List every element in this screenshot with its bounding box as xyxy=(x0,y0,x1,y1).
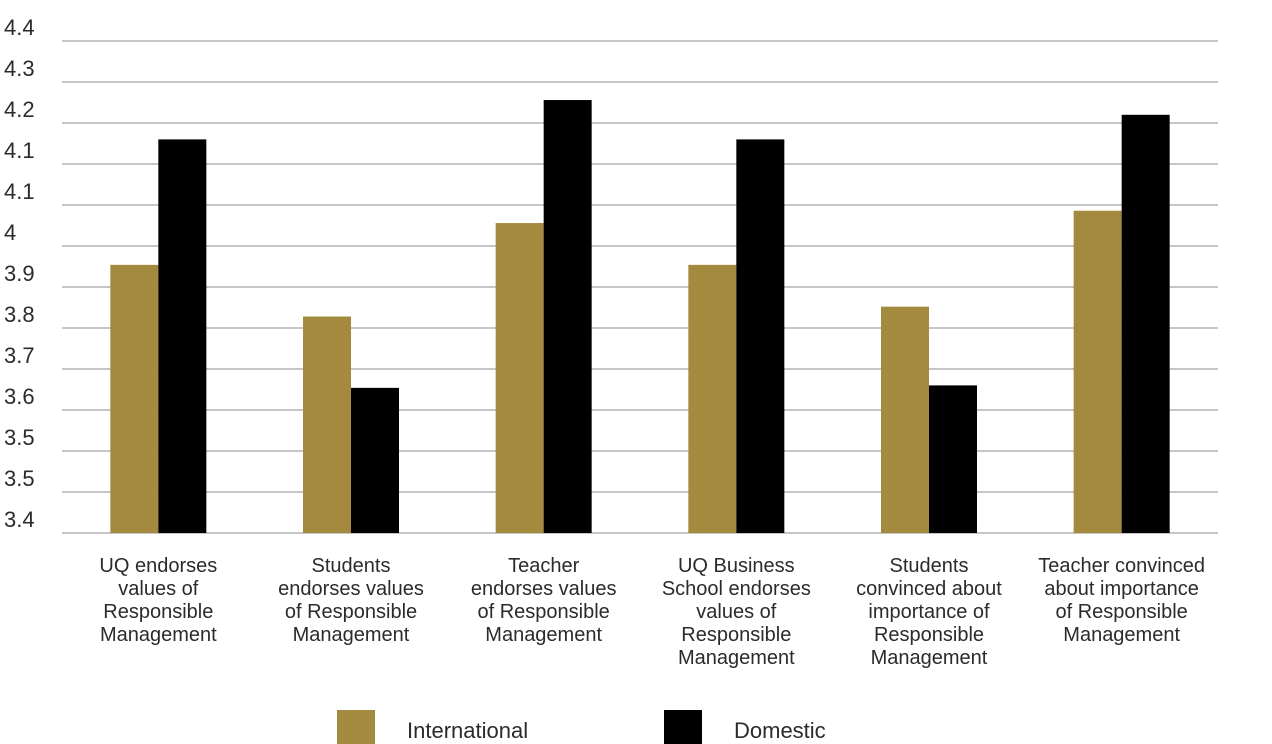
category-label-line: Students xyxy=(312,555,391,577)
y-tick-label: 3.7 xyxy=(4,343,35,368)
category-label-line: Teacher xyxy=(508,555,579,577)
category-label-line: UQ endorses xyxy=(99,555,217,577)
y-tick-label: 3.5 xyxy=(4,425,35,450)
legend-label-international: International xyxy=(407,718,528,743)
category-label-line: endorses values xyxy=(278,578,424,600)
bar-domestic-1 xyxy=(158,139,207,533)
bar-international-1 xyxy=(110,264,159,533)
y-axis-tick-labels: 3.4 3.5 3.5 3.6 3.7 3.8 3.9 4 4.1 4.1 4.2 4.3 4.4 xyxy=(4,15,35,532)
y-tick-label: 3.8 xyxy=(4,302,35,327)
bars xyxy=(110,100,1170,534)
y-tick-label: 4.1 xyxy=(4,138,35,163)
bar-domestic-2 xyxy=(351,387,399,533)
category-label-line: of Responsible xyxy=(285,601,417,623)
category-label: UQ endorses values of Responsible Managemen… xyxy=(99,555,217,646)
legend-label-domestic: Domestic xyxy=(734,718,826,743)
category-label-line: Responsible xyxy=(874,624,984,646)
category-label-line: values of xyxy=(696,601,776,623)
y-tick-label: 3.6 xyxy=(4,384,35,409)
category-label-line: Management xyxy=(1063,624,1180,646)
category-label-line: Students xyxy=(890,555,969,577)
category-label: UQ Business School endorses values of Respo… xyxy=(662,555,811,669)
category-label-line: Management xyxy=(485,624,602,646)
bar-domestic-4 xyxy=(736,139,785,533)
y-tick-label: 3.9 xyxy=(4,261,35,286)
category-label-line: about importance xyxy=(1044,578,1199,600)
category-label: Teacher convinced about importance of Resp… xyxy=(1038,555,1205,646)
y-tick-label: 3.5 xyxy=(4,466,35,491)
category-label-line: Teacher convinced xyxy=(1038,555,1205,577)
category-label: Students convinced about importance of Resp… xyxy=(856,555,1002,669)
bar-international-3 xyxy=(495,223,544,534)
bar-domestic-3 xyxy=(543,100,592,533)
y-tick-label: 4.4 xyxy=(4,15,35,40)
bar-domestic-6 xyxy=(1121,114,1170,534)
y-tick-label: 4.1 xyxy=(4,179,35,204)
category-label-line: endorses values xyxy=(471,578,617,600)
category-label-line: convinced about xyxy=(856,578,1002,600)
category-label-line: importance of xyxy=(868,601,990,623)
bar-international-2 xyxy=(303,316,351,533)
category-label-line: Responsible xyxy=(103,601,213,623)
legend-swatch-domestic xyxy=(664,710,702,744)
category-label: Teacher endorses values of Responsible Mana… xyxy=(471,555,617,646)
category-labels: UQ endorses values of Responsible Managemen… xyxy=(99,555,1205,669)
category-label-line: Management xyxy=(100,624,217,646)
bar-international-6 xyxy=(1073,210,1122,534)
category-label-line: Management xyxy=(871,647,988,669)
bar-domestic-5 xyxy=(929,385,977,533)
category-label-line: School endorses xyxy=(662,578,811,600)
y-tick-label: 4 xyxy=(4,220,16,245)
category-label-line: Management xyxy=(678,647,795,669)
y-tick-label: 3.4 xyxy=(4,507,35,532)
y-tick-label: 4.3 xyxy=(4,56,35,81)
category-label-line: values of xyxy=(118,578,198,600)
gridlines xyxy=(62,40,1218,534)
legend-swatch-international xyxy=(337,710,375,744)
y-tick-label: 4.2 xyxy=(4,97,35,122)
category-label-line: Management xyxy=(293,624,410,646)
bar-international-5 xyxy=(881,306,929,533)
category-label-line: of Responsible xyxy=(1056,601,1188,623)
legend: International Domestic xyxy=(337,710,826,744)
category-label-line: Responsible xyxy=(681,624,791,646)
category-label-line: UQ Business xyxy=(678,555,795,577)
category-label: Students endorses values of Responsible Man… xyxy=(278,555,424,646)
category-label-line: of Responsible xyxy=(478,601,610,623)
bar-international-4 xyxy=(688,264,737,533)
